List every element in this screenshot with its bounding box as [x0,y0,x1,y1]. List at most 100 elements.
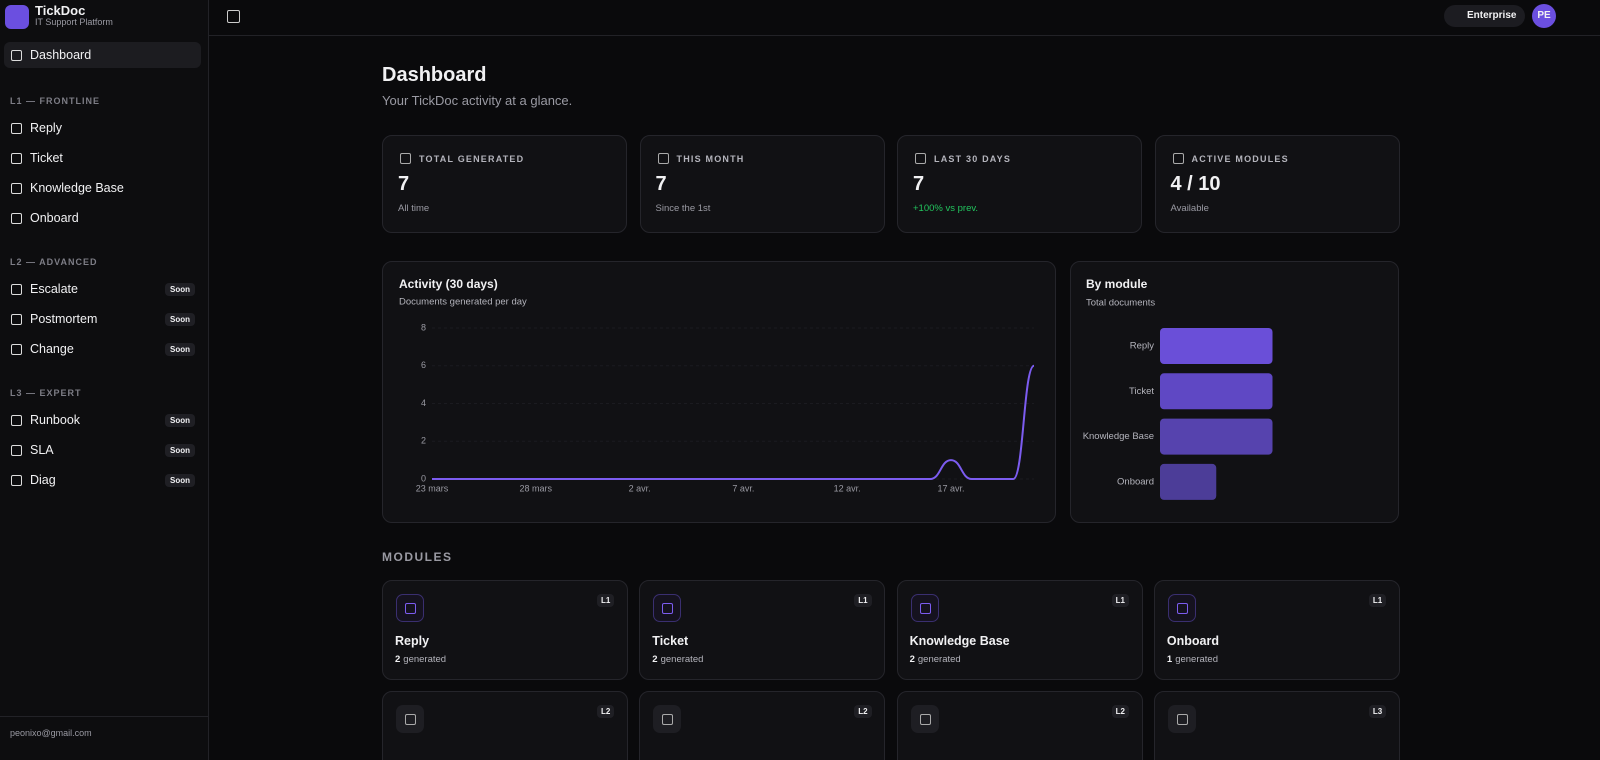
module-icon [1167,705,1196,733]
y-tick-label: Reply [1130,341,1155,352]
icon [919,714,931,725]
bar [1160,418,1273,455]
activity-chart: Activity (30 days) Documents generated pe… [399,277,1035,493]
nav-item[interactable]: Dashboard [30,48,92,62]
icon [915,153,926,164]
chart-subtitle: Documents generated per day [399,297,527,308]
bar [1160,328,1273,364]
brand-tagline: IT Support Platform [35,17,113,27]
icon [919,603,931,614]
y-tick-label: 2 [421,436,426,446]
chart-title: By module [1086,277,1148,291]
module-icon [653,594,682,622]
x-tick-label: 7 avr. [732,483,754,493]
x-tick-label: 17 avr. [937,483,964,493]
nav-item[interactable]: Reply [30,121,62,135]
sidebar-toggle[interactable] [227,10,240,23]
module-icon [396,594,424,622]
nav-badge: Soon [165,313,195,326]
y-tick-label: 6 [421,360,426,370]
nav-item[interactable]: Runbook [30,413,81,427]
stat-value: 7 [913,173,925,195]
level-badge: L1 [1368,594,1387,607]
sidebar-footer-border [0,716,208,717]
bar [1160,463,1217,500]
nav-item[interactable]: Ticket [30,151,63,165]
level-badge: L1 [854,594,872,607]
icon [405,603,416,614]
icon [400,153,411,164]
chart-title: Activity (30 days) [399,277,498,291]
y-tick-label: 0 [421,473,426,483]
icon [662,603,674,614]
module-card[interactable] [639,580,886,680]
icon [11,475,22,486]
count-unit: generated [1175,654,1218,665]
y-tick-label: 8 [421,322,426,332]
module-count: 2 generated [395,654,446,665]
module-name: Knowledge Base [909,634,1010,648]
icon [405,714,416,725]
avatar[interactable]: PE [1532,4,1556,28]
brand-name: TickDoc [35,3,86,18]
level-badge: L2 [854,705,872,718]
stat-note: Since the 1st [655,203,711,214]
icon [11,213,22,224]
line [432,364,1035,480]
stat-label: THIS MONTH [676,154,745,164]
nav-item[interactable]: SLA [30,443,54,457]
stat-card [382,135,627,233]
nav-badge: Soon [165,343,195,356]
nav-item[interactable]: Onboard [30,211,79,225]
section-title: MODULES [382,550,453,564]
x-tick-label: 28 mars [520,483,553,493]
nav-item[interactable]: Diag [30,473,56,487]
module-icon [653,705,682,733]
module-name: Reply [395,634,430,648]
count-value: 1 [1166,654,1173,665]
y-tick-label: 4 [421,398,426,408]
nav-section-title: L2 — ADVANCED [10,257,98,267]
brand-logo [5,5,29,29]
nav-item[interactable]: Postmortem [30,312,98,326]
icon [657,153,669,164]
module-icon [910,705,939,733]
count-unit: generated [917,654,961,665]
plan-badge[interactable]: Enterprise [1444,5,1526,27]
module-icon [1167,594,1196,622]
count-value: 2 [909,654,915,665]
module-icon [396,705,424,733]
sidebar [0,0,209,760]
nav-item[interactable]: Change [30,342,74,356]
stat-card [897,135,1142,233]
user-email: peonixo@gmail.com [10,728,92,738]
module-count: 2 generated [910,654,961,665]
nav-badge: Soon [165,283,195,296]
icon [1176,714,1188,725]
level-badge: L3 [1368,705,1387,718]
y-tick-label: Ticket [1129,386,1154,397]
icon [11,153,22,164]
stat-label: ACTIVE MODULES [1191,154,1289,164]
nav-item[interactable]: Escalate [30,282,78,296]
nav-badge: Soon [165,444,195,457]
stat-label: TOTAL GENERATED [419,154,525,164]
icon [11,344,22,355]
icon [11,314,22,325]
stat-note: +100% vs prev. [913,203,979,214]
nav-section-title: L1 — FRONTLINE [10,96,100,106]
nav-item[interactable]: Knowledge Base [30,181,124,195]
stat-value: 7 [398,173,410,195]
nav-badge: Soon [165,414,195,427]
x-tick-label: 2 avr. [629,483,651,493]
y-tick-label: Knowledge Base [1083,431,1154,442]
stat-card [639,135,885,233]
level-badge: L1 [1111,594,1129,607]
module-card[interactable] [896,580,1143,680]
x-tick-label: 23 mars [416,483,449,493]
icon [11,123,22,134]
topbar-border [209,35,1600,36]
chart-subtitle: Total documents [1086,298,1155,309]
